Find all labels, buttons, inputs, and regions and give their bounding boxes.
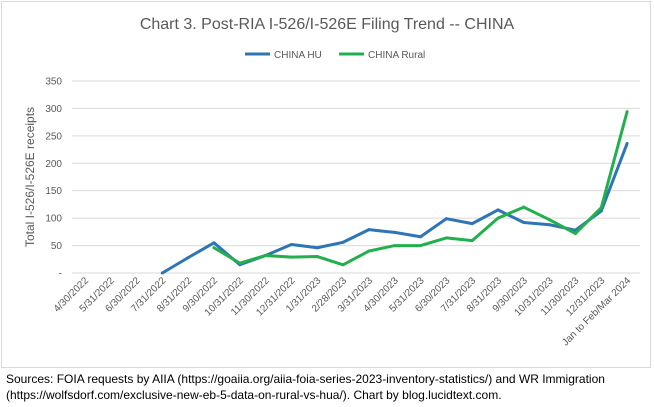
series-1-point-10 bbox=[315, 246, 319, 250]
series-1-point-9 bbox=[289, 242, 293, 246]
series-2-point-10 bbox=[315, 255, 319, 259]
series-1-point-15 bbox=[444, 217, 448, 221]
series-1-point-4 bbox=[160, 271, 164, 275]
series-2-point-20 bbox=[573, 232, 577, 236]
series-2-point-21 bbox=[599, 206, 603, 210]
series-2-point-19 bbox=[548, 218, 552, 222]
y-axis-title: Total I-526/I-526E receipts bbox=[23, 107, 37, 247]
series-2-point-11 bbox=[341, 263, 345, 267]
series-1-point-22 bbox=[625, 142, 629, 146]
source-line-2: (https://wolfsdorf.com/exclusive-new-eb-… bbox=[6, 387, 502, 402]
series-1-point-12 bbox=[367, 228, 371, 232]
chart-title: Chart 3. Post-RIA I-526/I-526E Filing Tr… bbox=[140, 16, 515, 33]
source-note: Sources: FOIA requests by AIIA (https://… bbox=[6, 372, 650, 403]
legend-label-2: CHINA Rural bbox=[368, 50, 425, 61]
series-2-point-22 bbox=[625, 110, 629, 114]
series-1-point-5 bbox=[186, 256, 190, 260]
series-2-point-16 bbox=[470, 239, 474, 243]
series-2-point-13 bbox=[393, 244, 397, 248]
source-line-1: Sources: FOIA requests by AIIA (https://… bbox=[6, 372, 605, 386]
y-tick-label-50: 50 bbox=[51, 241, 63, 252]
legend-label-1: CHINA HU bbox=[274, 50, 322, 61]
series-1-point-13 bbox=[393, 230, 397, 234]
series-2-point-9 bbox=[289, 255, 293, 259]
series-1-point-16 bbox=[470, 222, 474, 226]
series-line-2 bbox=[212, 110, 629, 267]
chart-frame: Chart 3. Post-RIA I-526/I-526E Filing Tr… bbox=[1, 1, 651, 368]
series-2-point-17 bbox=[496, 216, 500, 220]
series-2-point-15 bbox=[444, 236, 448, 240]
series-1-point-17 bbox=[496, 208, 500, 212]
y-tick-label-300: 300 bbox=[45, 104, 62, 115]
y-tick-label-250: 250 bbox=[45, 131, 62, 142]
series-2-point-7 bbox=[238, 261, 242, 265]
series-2-point-8 bbox=[264, 253, 268, 257]
series-2-point-14 bbox=[419, 244, 423, 248]
y-tick-label-150: 150 bbox=[45, 186, 62, 197]
series-1-point-14 bbox=[419, 235, 423, 239]
series-1-point-18 bbox=[522, 221, 526, 225]
series-2-point-18 bbox=[522, 205, 526, 209]
line-chart: Chart 3. Post-RIA I-526/I-526E Filing Tr… bbox=[23, 16, 640, 348]
y-tick-label-100: 100 bbox=[45, 214, 62, 225]
series-1-point-11 bbox=[341, 240, 345, 244]
y-tick-label-200: 200 bbox=[45, 159, 62, 170]
series-1-point-6 bbox=[212, 241, 216, 245]
y-tick-label-350: 350 bbox=[45, 77, 62, 88]
series-2-point-12 bbox=[367, 249, 371, 253]
series-2-point-6 bbox=[212, 246, 216, 250]
series-1-point-19 bbox=[548, 223, 552, 227]
y-tick-label-0: - bbox=[59, 269, 62, 280]
